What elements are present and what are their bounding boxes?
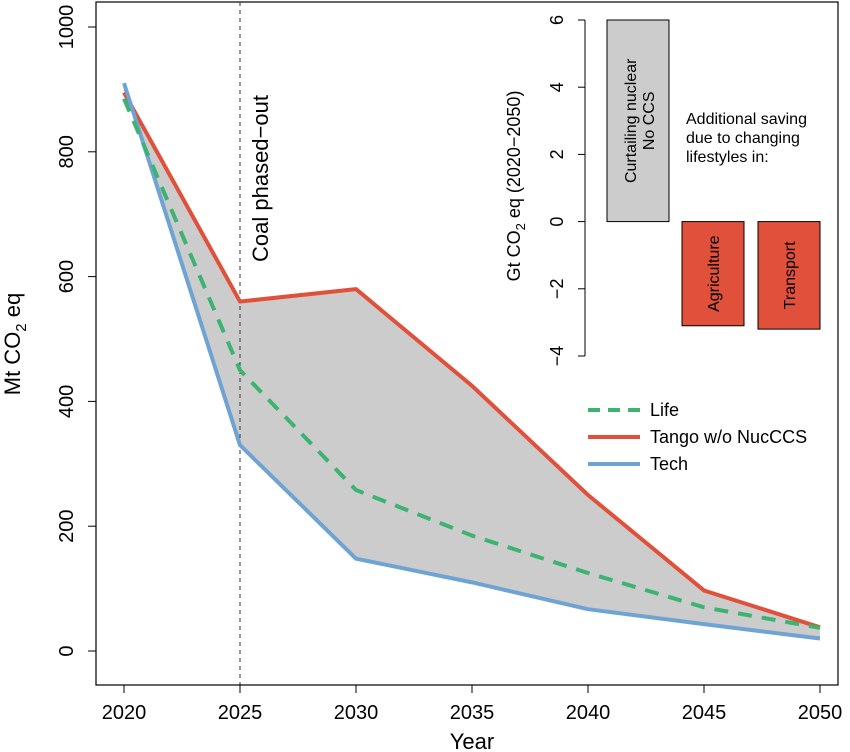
inset-y-tick-label: −2 [547, 279, 567, 300]
inset-bar-agriculture [681, 221, 745, 327]
x-tick-label: 2030 [334, 702, 379, 724]
inset-y-axis-label: Gt CO2 eq (2020−2050) [504, 91, 528, 282]
legend-label-life: Life [650, 400, 679, 420]
inset-bar-label: Agriculture [706, 235, 723, 312]
y-tick-label: 600 [56, 260, 78, 293]
inset-y-tick-label: 6 [547, 15, 567, 25]
legend-label-tango-w-o-nucccs: Tango w/o NucCCS [650, 427, 807, 447]
band-layer [124, 83, 820, 639]
inset-bar-transport [757, 221, 821, 330]
annotation-coal-phased-out: Coal phased−out [248, 95, 273, 262]
axes-layer: 2020 2025 2030 2035 2040 2045 2050 0 200 400 600 80… [56, 5, 842, 724]
inset-y-tick-label: −4 [547, 346, 567, 367]
y-tick-label: 800 [56, 135, 78, 168]
x-tick-label: 2020 [102, 702, 147, 724]
y-axis-label: Mt CO2 eq [0, 293, 30, 396]
inset-note-line-3: lifestyles in: [686, 149, 769, 166]
inset-note: Additional saving due to changing lifest… [686, 111, 811, 166]
x-tick-label: 2040 [566, 702, 611, 724]
inset-bar-label: Curtailing nuclear [623, 58, 640, 183]
inset-note-line-2: due to changing [686, 130, 800, 147]
shaded-range-band [124, 83, 820, 639]
series-line-life [122, 97, 821, 630]
inset-y-tick-label: 0 [547, 217, 567, 227]
x-tick-label: 2045 [682, 702, 727, 724]
series-line-tango-w-o-nucccs [122, 91, 821, 630]
inset-bar-label: No CCS [641, 91, 658, 150]
inset-bar-curtailing-nuclear [606, 19, 670, 223]
inset-y-tick-label: 4 [547, 82, 567, 92]
inset-note-line-1: Additional saving [686, 111, 807, 128]
series-line-tech [122, 82, 821, 641]
y-tick-label: 200 [56, 510, 78, 543]
x-tick-label: 2035 [450, 702, 495, 724]
x-tick-label: 2050 [798, 702, 843, 724]
inset-bar-label: Transport [782, 241, 799, 309]
y-tick-label: 1000 [56, 5, 78, 50]
x-tick-label: 2025 [218, 702, 263, 724]
x-axis-label: Year [450, 729, 494, 752]
legend-label-tech: Tech [650, 454, 688, 474]
inset-bar-chart: −4 −2 0 2 4 6 Curtailing nuclear No CCS Agricult… [547, 15, 821, 367]
inset-y-tick-label: 2 [547, 149, 567, 159]
y-tick-label: 0 [56, 645, 78, 656]
y-tick-label: 400 [56, 385, 78, 418]
series-layer [122, 82, 821, 641]
legend: Life Tango w/o NucCCS Tech [588, 400, 807, 474]
